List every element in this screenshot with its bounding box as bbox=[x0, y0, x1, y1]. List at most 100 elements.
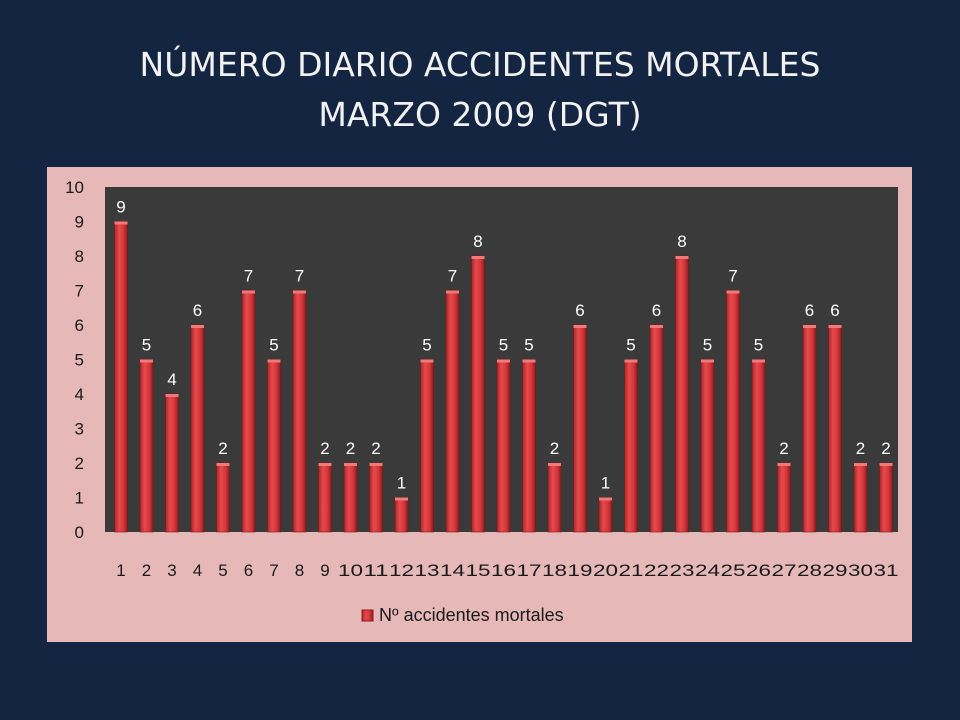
x-tick-label: 3 bbox=[167, 561, 176, 580]
data-label: 2 bbox=[218, 439, 227, 458]
bar-day-4 bbox=[190, 324, 205, 533]
x-tick-label: 18 bbox=[542, 561, 567, 580]
data-label: 6 bbox=[575, 301, 584, 320]
bar-day-18 bbox=[547, 462, 562, 533]
data-label: 2 bbox=[779, 439, 788, 458]
bar-day-26 bbox=[751, 359, 766, 533]
data-label: 2 bbox=[320, 439, 329, 458]
data-label: 8 bbox=[677, 232, 686, 251]
x-tick-label: 30 bbox=[848, 561, 873, 580]
data-label: 5 bbox=[754, 336, 763, 355]
x-tick-label: 19 bbox=[568, 561, 593, 580]
bar-day-25 bbox=[726, 290, 740, 533]
y-tick-label: 7 bbox=[75, 282, 84, 301]
bar-day-20 bbox=[598, 497, 613, 533]
bar-day-27 bbox=[777, 462, 791, 533]
bar-day-2 bbox=[139, 359, 154, 533]
x-tick-label: 29 bbox=[823, 561, 848, 580]
x-tick-label: 25 bbox=[721, 561, 746, 580]
x-tick-label: 8 bbox=[295, 561, 304, 580]
x-tick-label: 4 bbox=[193, 561, 202, 580]
data-label: 9 bbox=[116, 198, 125, 217]
data-label: 7 bbox=[728, 267, 737, 286]
data-label: 5 bbox=[142, 336, 151, 355]
y-tick-label: 9 bbox=[75, 213, 84, 232]
y-tick-label: 3 bbox=[75, 420, 84, 439]
x-tick-label: 26 bbox=[746, 561, 771, 580]
x-tick-label: 11 bbox=[364, 561, 389, 580]
x-tick-label: 23 bbox=[670, 561, 695, 580]
data-label: 2 bbox=[371, 439, 380, 458]
data-label: 5 bbox=[626, 336, 635, 355]
bar-day-23 bbox=[675, 255, 689, 533]
bar-day-31 bbox=[879, 462, 893, 533]
x-tick-label: 22 bbox=[644, 561, 669, 580]
data-label: 2 bbox=[856, 439, 865, 458]
data-label: 6 bbox=[193, 301, 202, 320]
bar-day-15 bbox=[471, 255, 485, 533]
bar-day-8 bbox=[292, 290, 307, 533]
y-tick-label: 0 bbox=[75, 523, 84, 542]
x-tick-label: 7 bbox=[269, 561, 278, 580]
data-label: 1 bbox=[397, 474, 406, 493]
x-tick-label: 27 bbox=[772, 561, 797, 580]
data-label: 6 bbox=[652, 301, 661, 320]
x-tick-label: 9 bbox=[320, 561, 329, 580]
y-tick-label: 2 bbox=[75, 454, 84, 473]
x-tick-label: 24 bbox=[695, 561, 720, 580]
bar-day-7 bbox=[267, 359, 281, 533]
title-line-1: NÚMERO DIARIO ACCIDENTES MORTALES bbox=[139, 45, 821, 84]
data-label: 2 bbox=[346, 439, 355, 458]
bar-day-1 bbox=[114, 221, 128, 533]
bar-day-9 bbox=[318, 462, 332, 533]
x-tick-label: 6 bbox=[244, 561, 253, 580]
y-tick-label: 1 bbox=[75, 489, 84, 508]
bar-day-12 bbox=[394, 497, 409, 533]
data-label: 2 bbox=[550, 439, 559, 458]
data-label: 8 bbox=[473, 232, 482, 251]
bar-day-30 bbox=[853, 462, 868, 533]
x-tick-label: 12 bbox=[389, 561, 414, 580]
data-label: 5 bbox=[499, 336, 508, 355]
data-label: 7 bbox=[295, 267, 304, 286]
bar-day-10 bbox=[343, 462, 358, 533]
bar-day-17 bbox=[522, 359, 536, 533]
bar-day-13 bbox=[420, 359, 434, 533]
data-label: 5 bbox=[703, 336, 712, 355]
title-line-2: MARZO 2009 (DGT) bbox=[318, 95, 642, 134]
legend-label: Nº accidentes mortales bbox=[379, 605, 564, 625]
bar-day-21 bbox=[624, 359, 638, 533]
bar-day-6 bbox=[241, 290, 256, 533]
x-tick-label: 5 bbox=[218, 561, 227, 580]
bar-day-22 bbox=[649, 324, 664, 533]
bar-day-11 bbox=[369, 462, 383, 533]
y-tick-label: 5 bbox=[75, 351, 84, 370]
bar-day-3 bbox=[165, 393, 179, 533]
data-label: 5 bbox=[524, 336, 533, 355]
x-tick-label: 21 bbox=[619, 561, 644, 580]
x-tick-label: 31 bbox=[874, 561, 899, 580]
slide-title: NÚMERO DIARIO ACCIDENTES MORTALES MARZO … bbox=[0, 40, 960, 140]
x-tick-label: 28 bbox=[797, 561, 822, 580]
bar-day-28 bbox=[802, 324, 817, 533]
bar-day-19 bbox=[573, 324, 587, 533]
data-label: 1 bbox=[601, 474, 610, 493]
data-label: 5 bbox=[269, 336, 278, 355]
y-tick-label: 10 bbox=[65, 178, 84, 197]
y-tick-label: 8 bbox=[75, 247, 84, 266]
y-tick-label: 6 bbox=[75, 316, 84, 335]
bar-day-16 bbox=[496, 359, 511, 533]
x-tick-label: 17 bbox=[517, 561, 542, 580]
x-tick-label: 1 bbox=[116, 561, 125, 580]
x-tick-label: 15 bbox=[466, 561, 491, 580]
data-label: 6 bbox=[805, 301, 814, 320]
x-tick-label: 10 bbox=[338, 561, 363, 580]
x-tick-label: 2 bbox=[142, 561, 151, 580]
x-tick-label: 16 bbox=[491, 561, 516, 580]
data-label: 2 bbox=[881, 439, 890, 458]
data-label: 6 bbox=[830, 301, 839, 320]
bar-day-24 bbox=[700, 359, 715, 533]
data-label: 7 bbox=[448, 267, 457, 286]
